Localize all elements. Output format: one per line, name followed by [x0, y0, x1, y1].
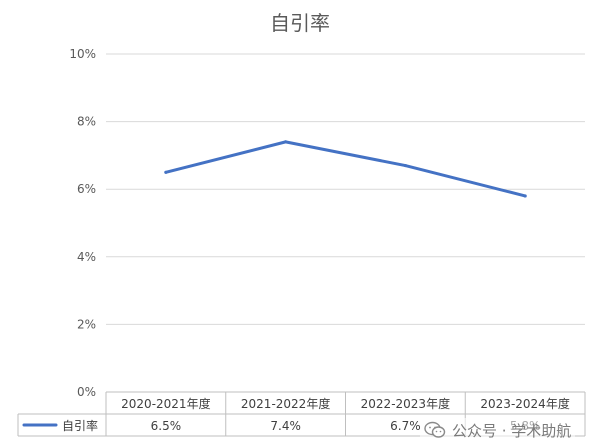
- category-label: 2021-2022年度: [241, 396, 330, 411]
- category-label: 2022-2023年度: [361, 396, 450, 411]
- y-axis-ticks: 0% 2% 4% 6% 8% 10%: [69, 47, 96, 399]
- watermark-text: 公众号 · 学术助航: [452, 421, 572, 440]
- wechat-icon: [424, 421, 446, 438]
- series-line: [164, 140, 527, 198]
- category-label: 2020-2021年度: [121, 396, 210, 411]
- legend-series-name: 自引率: [62, 418, 98, 433]
- y-tick-label: 0%: [77, 385, 96, 399]
- chart-title: 自引率: [270, 11, 330, 35]
- data-table-value: 6.5%: [151, 419, 182, 433]
- series-layer: [164, 140, 527, 198]
- data-point: [284, 140, 288, 144]
- y-tick-label: 4%: [77, 250, 96, 264]
- y-tick-label: 10%: [69, 47, 96, 61]
- y-tick-label: 8%: [77, 115, 96, 129]
- data-table-value: 6.7%: [390, 419, 421, 433]
- data-point: [523, 194, 527, 198]
- category-label: 2023-2024年度: [480, 396, 569, 411]
- data-point: [403, 163, 407, 168]
- data-table-value: 7.4%: [270, 419, 301, 433]
- grid-lines: [106, 53, 585, 325]
- data-point: [164, 170, 168, 174]
- y-tick-label: 2%: [77, 317, 96, 331]
- y-tick-label: 6%: [77, 182, 96, 196]
- watermark: 公众号 · 学术助航: [420, 418, 576, 442]
